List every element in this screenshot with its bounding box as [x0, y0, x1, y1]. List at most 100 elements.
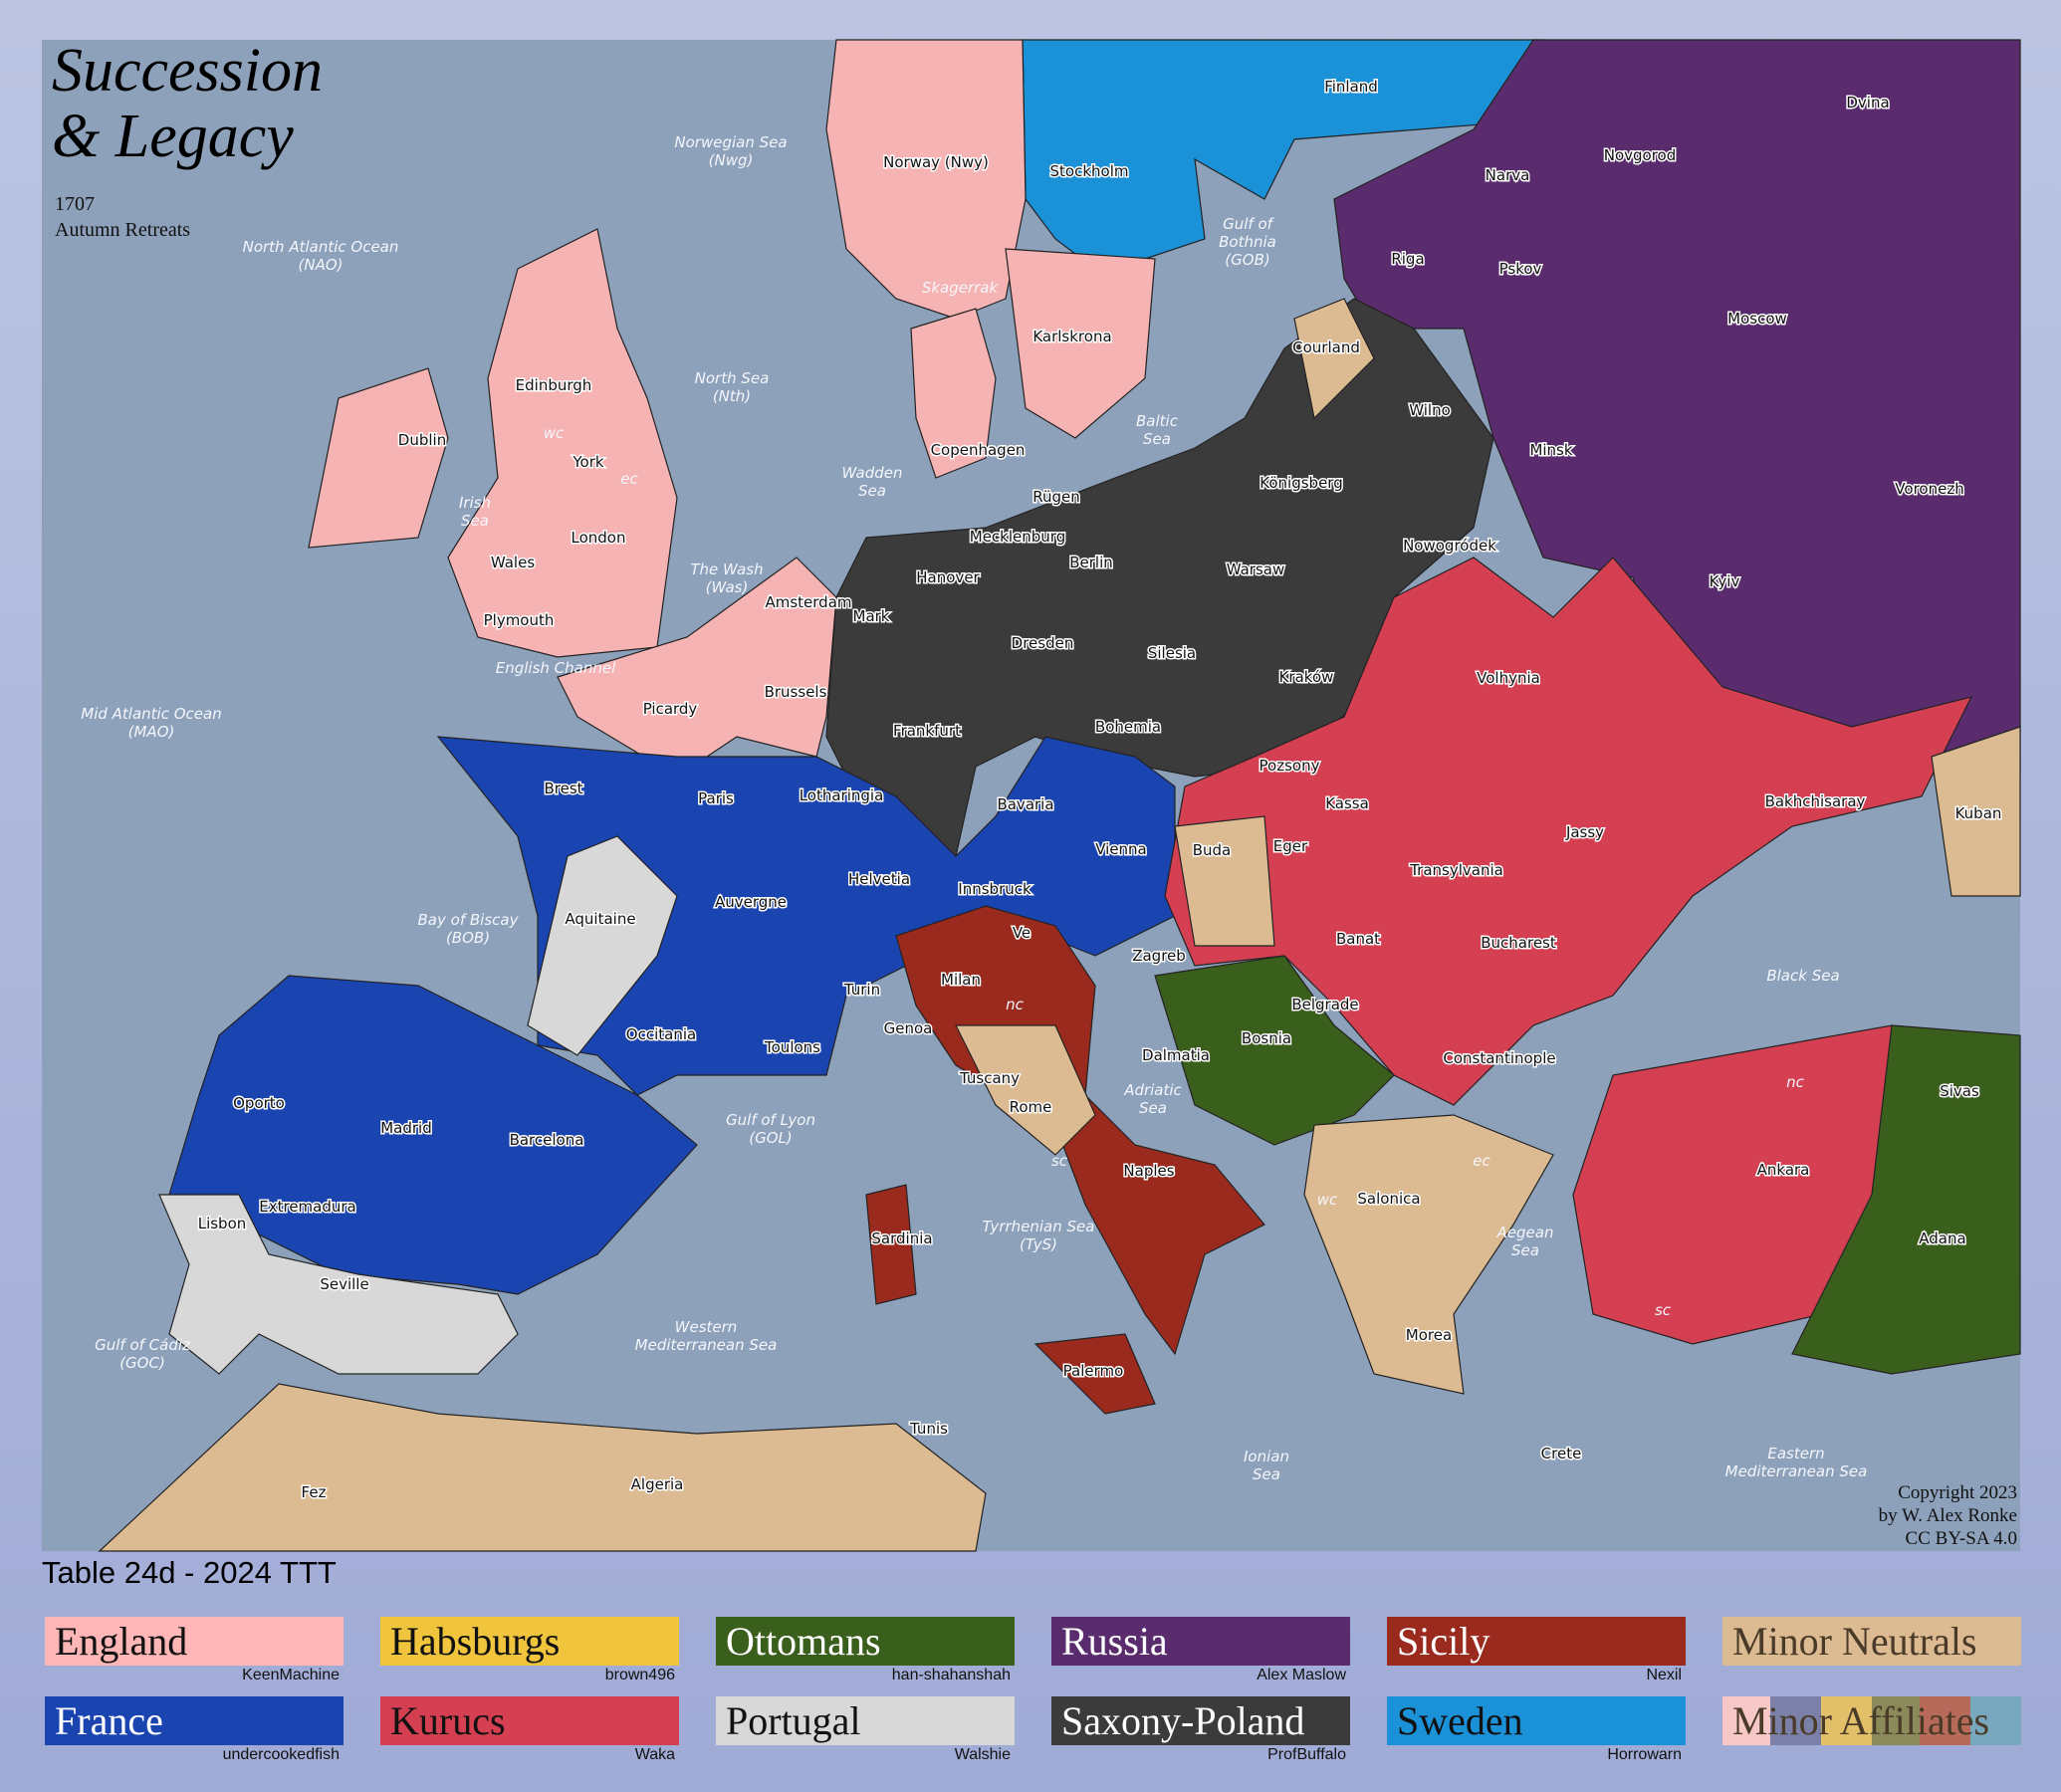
copyright-line: Copyright 2023	[1898, 1482, 2017, 1503]
coast-label: ec	[620, 470, 638, 488]
territory-label: Toulons	[764, 1038, 820, 1056]
coast-label: wc	[544, 424, 565, 442]
sea-label: Wadden Sea	[842, 464, 903, 500]
territory-england[interactable]	[910, 308, 997, 479]
sea-label: Aegean Sea	[1496, 1224, 1554, 1259]
legend-item-minor-neutrals: Minor Neutrals	[1722, 1617, 2021, 1666]
sea-label: Adriatic Sea	[1123, 1081, 1182, 1117]
territory-label: Rome	[1010, 1098, 1052, 1116]
territory-label: Bohemia	[1095, 718, 1161, 736]
legend-power-name: Habsburgs	[380, 1617, 679, 1666]
territory-label: Milan	[941, 971, 981, 989]
legend-player-name: Walshie	[954, 1746, 1011, 1763]
territory-label: Dalmatia	[1142, 1046, 1210, 1064]
territory-label: Hanover	[916, 568, 980, 586]
territory-label: Amsterdam	[765, 593, 851, 611]
sea-label: Bay of Biscay (BOB)	[418, 911, 520, 947]
territory-sicily[interactable]	[1033, 1333, 1156, 1415]
sea-label: Ionian Sea	[1244, 1448, 1289, 1483]
territory-england[interactable]	[557, 557, 837, 778]
legend-power-name: Sweden	[1387, 1696, 1686, 1745]
sea-label: Irish Sea	[459, 494, 491, 530]
territory-label: Narva	[1486, 166, 1530, 184]
territory-minor-neutrals[interactable]	[98, 1383, 987, 1552]
territory-label: Barcelona	[510, 1131, 584, 1149]
territory-label: Turin	[843, 981, 880, 999]
territory-portugal[interactable]	[158, 1194, 519, 1375]
legend-player-name: brown496	[604, 1667, 675, 1683]
territory-ottomans[interactable]	[1791, 1024, 2021, 1375]
territory-label: Oporto	[233, 1094, 285, 1112]
territory-minor-neutrals[interactable]	[1931, 726, 2021, 897]
legend-item-habsburgs: Habsburgs brown496	[380, 1617, 679, 1683]
territory-label: Auvergne	[715, 893, 787, 911]
title-line1: Succession	[52, 37, 324, 105]
legend-item-saxony-poland: Saxony-Poland ProfBuffalo	[1051, 1696, 1350, 1763]
legend-power-name: Minor Affiliates	[1722, 1696, 2021, 1745]
legend-power-name: Sicily	[1387, 1617, 1686, 1666]
sea-label: Norwegian Sea (Nwg)	[674, 133, 787, 169]
coast-label: sc	[1655, 1301, 1672, 1319]
copyright-license: CC BY-SA 4.0	[1905, 1528, 2017, 1549]
territory-label: Edinburgh	[516, 376, 592, 394]
legend-item-ottomans: Ottomans han-shahanshah	[716, 1617, 1015, 1683]
sea-label: North Atlantic Ocean (NAO)	[243, 238, 399, 274]
territory-label: Kraków	[1279, 668, 1334, 686]
territory-label: Bucharest	[1481, 934, 1556, 952]
territory-label: Banat	[1336, 930, 1380, 948]
territory-england[interactable]	[447, 228, 678, 658]
territory-label: Dublin	[398, 431, 446, 449]
sea-label: Baltic Sea	[1136, 412, 1179, 448]
territory-label: Seville	[320, 1275, 368, 1293]
legend-power-name: Ottomans	[716, 1617, 1015, 1666]
territory-label: Vienna	[1095, 840, 1147, 858]
territory-england[interactable]	[1005, 248, 1156, 439]
legend-power-name: Russia	[1051, 1617, 1350, 1666]
territory-england[interactable]	[308, 367, 449, 549]
legend-item-sicily: Sicily Nexil	[1387, 1617, 1686, 1683]
territory-label: Adana	[1919, 1230, 1965, 1247]
territory-label: Warsaw	[1227, 560, 1285, 578]
coast-label: sc	[1051, 1152, 1068, 1170]
territory-portugal[interactable]	[527, 835, 678, 1056]
territory-label: Palermo	[1063, 1362, 1124, 1380]
legend-item-minor-affiliates: Minor Affiliates	[1722, 1696, 2021, 1745]
title-line2: & Legacy	[52, 103, 294, 170]
territory-label: Lisbon	[198, 1215, 247, 1232]
territory-label: Berlin	[1069, 554, 1113, 571]
territory-label: Plymouth	[484, 611, 555, 629]
table-label: Table 24d - 2024 TTT	[42, 1555, 337, 1590]
territory-ottomans[interactable]	[1154, 955, 1395, 1146]
territory-label: Wilno	[1409, 401, 1451, 419]
territory-minor-neutrals[interactable]	[955, 1024, 1096, 1156]
legend-player-name: KeenMachine	[242, 1667, 340, 1683]
territory-label: Eger	[1273, 837, 1308, 855]
legend-power-name: Saxony-Poland	[1051, 1696, 1350, 1745]
territory-label: Brussels	[765, 683, 827, 701]
sea-label: Gulf of Lyon (GOL)	[726, 1111, 815, 1147]
territory-minor-neutrals[interactable]	[1303, 1114, 1554, 1395]
territory-label: Kyiv	[1710, 572, 1740, 590]
legend-player-name: han-shahanshah	[891, 1667, 1011, 1683]
sea-label: English Channel	[496, 659, 616, 677]
territory-label: Voronezh	[1895, 480, 1963, 498]
territory-label: Nowogródek	[1403, 537, 1496, 555]
territory-label: Genoa	[884, 1019, 933, 1037]
territory-label: Kuban	[1955, 804, 2002, 822]
territory-label: Zagreb	[1132, 947, 1186, 965]
territory-saxony-poland[interactable]	[825, 298, 1494, 857]
territory-label: Constantinople	[1443, 1049, 1555, 1067]
territory-label: Moscow	[1727, 310, 1787, 328]
territory-label: Jassy	[1565, 823, 1604, 841]
territory-label: Pskov	[1499, 260, 1542, 278]
territory-kurucs[interactable]	[1164, 557, 1973, 1106]
coast-label: ec	[1473, 1152, 1490, 1170]
territory-label: Bakhchisaray	[1765, 792, 1866, 810]
legend-player-name: Alex Maslow	[1257, 1667, 1346, 1683]
territory-minor-neutrals[interactable]	[1293, 298, 1375, 420]
sea-label: Black Sea	[1766, 967, 1839, 985]
territory-minor-neutrals[interactable]	[1174, 815, 1275, 947]
territory-label: Crete	[1541, 1445, 1582, 1462]
territory-sicily[interactable]	[865, 1184, 917, 1305]
